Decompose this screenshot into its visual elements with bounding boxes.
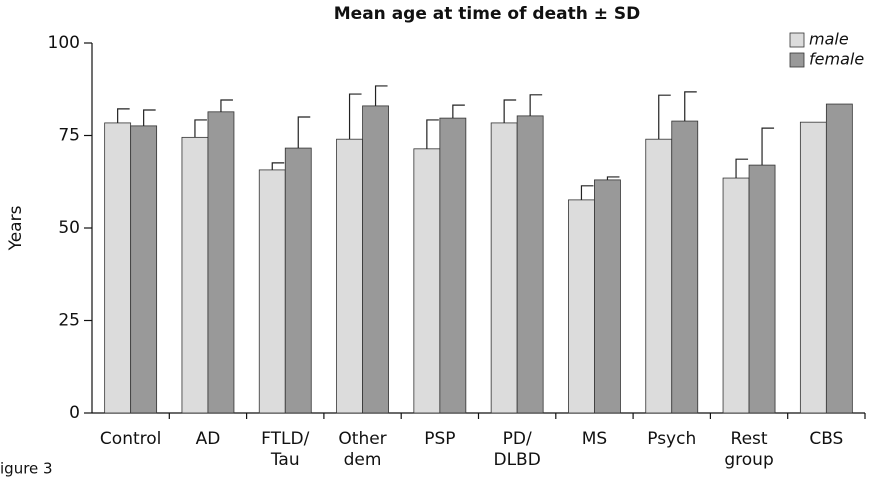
error-bar: [143, 109, 156, 126]
bar: [284, 147, 312, 414]
x-tick-label: dem: [344, 450, 382, 470]
error-bar: [684, 91, 697, 122]
error-bar: [194, 119, 207, 138]
bar: [362, 105, 389, 414]
error-bar: [606, 176, 620, 180]
legend-swatch: [789, 32, 805, 48]
x-tick-label: PSP: [424, 429, 455, 449]
x-tick-label: AD: [196, 429, 221, 449]
bar: [207, 111, 235, 414]
error-bar: [658, 94, 671, 140]
x-tick-label: Tau: [270, 450, 300, 470]
x-tick-label: PD/: [503, 429, 532, 449]
error-bar: [580, 185, 594, 200]
legend-label: male: [809, 30, 849, 49]
y-tick-label: 75: [58, 126, 80, 146]
bar: [568, 199, 595, 414]
bar: [490, 122, 518, 414]
bar: [645, 138, 673, 414]
error-bar: [271, 162, 285, 170]
y-axis-label: Years: [6, 205, 26, 251]
error-bar: [452, 104, 465, 119]
error-bar: [374, 85, 388, 106]
chart-title: Mean age at time of death ± SD: [334, 4, 641, 24]
bar: [258, 169, 286, 414]
bar: [799, 121, 827, 414]
error-bar: [426, 119, 439, 149]
bar: [413, 148, 441, 414]
x-tick-label: Psych: [647, 429, 696, 449]
error-bar: [761, 127, 775, 166]
bar: [722, 177, 750, 414]
x-tick-label: Rest: [731, 429, 768, 449]
bar: [748, 164, 776, 414]
error-bar: [529, 94, 543, 116]
x-tick-label: CBS: [809, 429, 843, 449]
error-bar: [220, 99, 233, 112]
x-tick-label: group: [724, 450, 773, 470]
bar: [181, 136, 209, 414]
bar: [336, 138, 363, 414]
x-tick-label: DLBD: [493, 450, 540, 470]
error-bar: [117, 108, 130, 123]
y-tick-label: 25: [58, 311, 80, 331]
y-tick-label: 50: [58, 218, 80, 238]
figure-label: igure 3: [0, 460, 53, 478]
y-tick-label: 0: [69, 403, 80, 423]
bar: [671, 120, 699, 414]
error-bar: [348, 93, 362, 140]
error-bar: [297, 116, 311, 149]
x-tick-label: MS: [582, 429, 607, 449]
error-bar: [735, 158, 749, 179]
bar: [825, 103, 853, 414]
x-tick-label: FTLD/: [261, 429, 309, 449]
x-tick-label: Other: [338, 429, 386, 449]
legend-label: female: [809, 50, 864, 69]
error-bar: [503, 99, 517, 123]
bar: [130, 125, 158, 414]
bar: [516, 115, 544, 414]
y-tick-label: 100: [48, 33, 80, 53]
bar: [594, 179, 621, 414]
legend-swatch: [789, 52, 805, 68]
bar: [104, 122, 132, 414]
x-tick-label: Control: [100, 429, 161, 449]
bar: [439, 117, 467, 414]
